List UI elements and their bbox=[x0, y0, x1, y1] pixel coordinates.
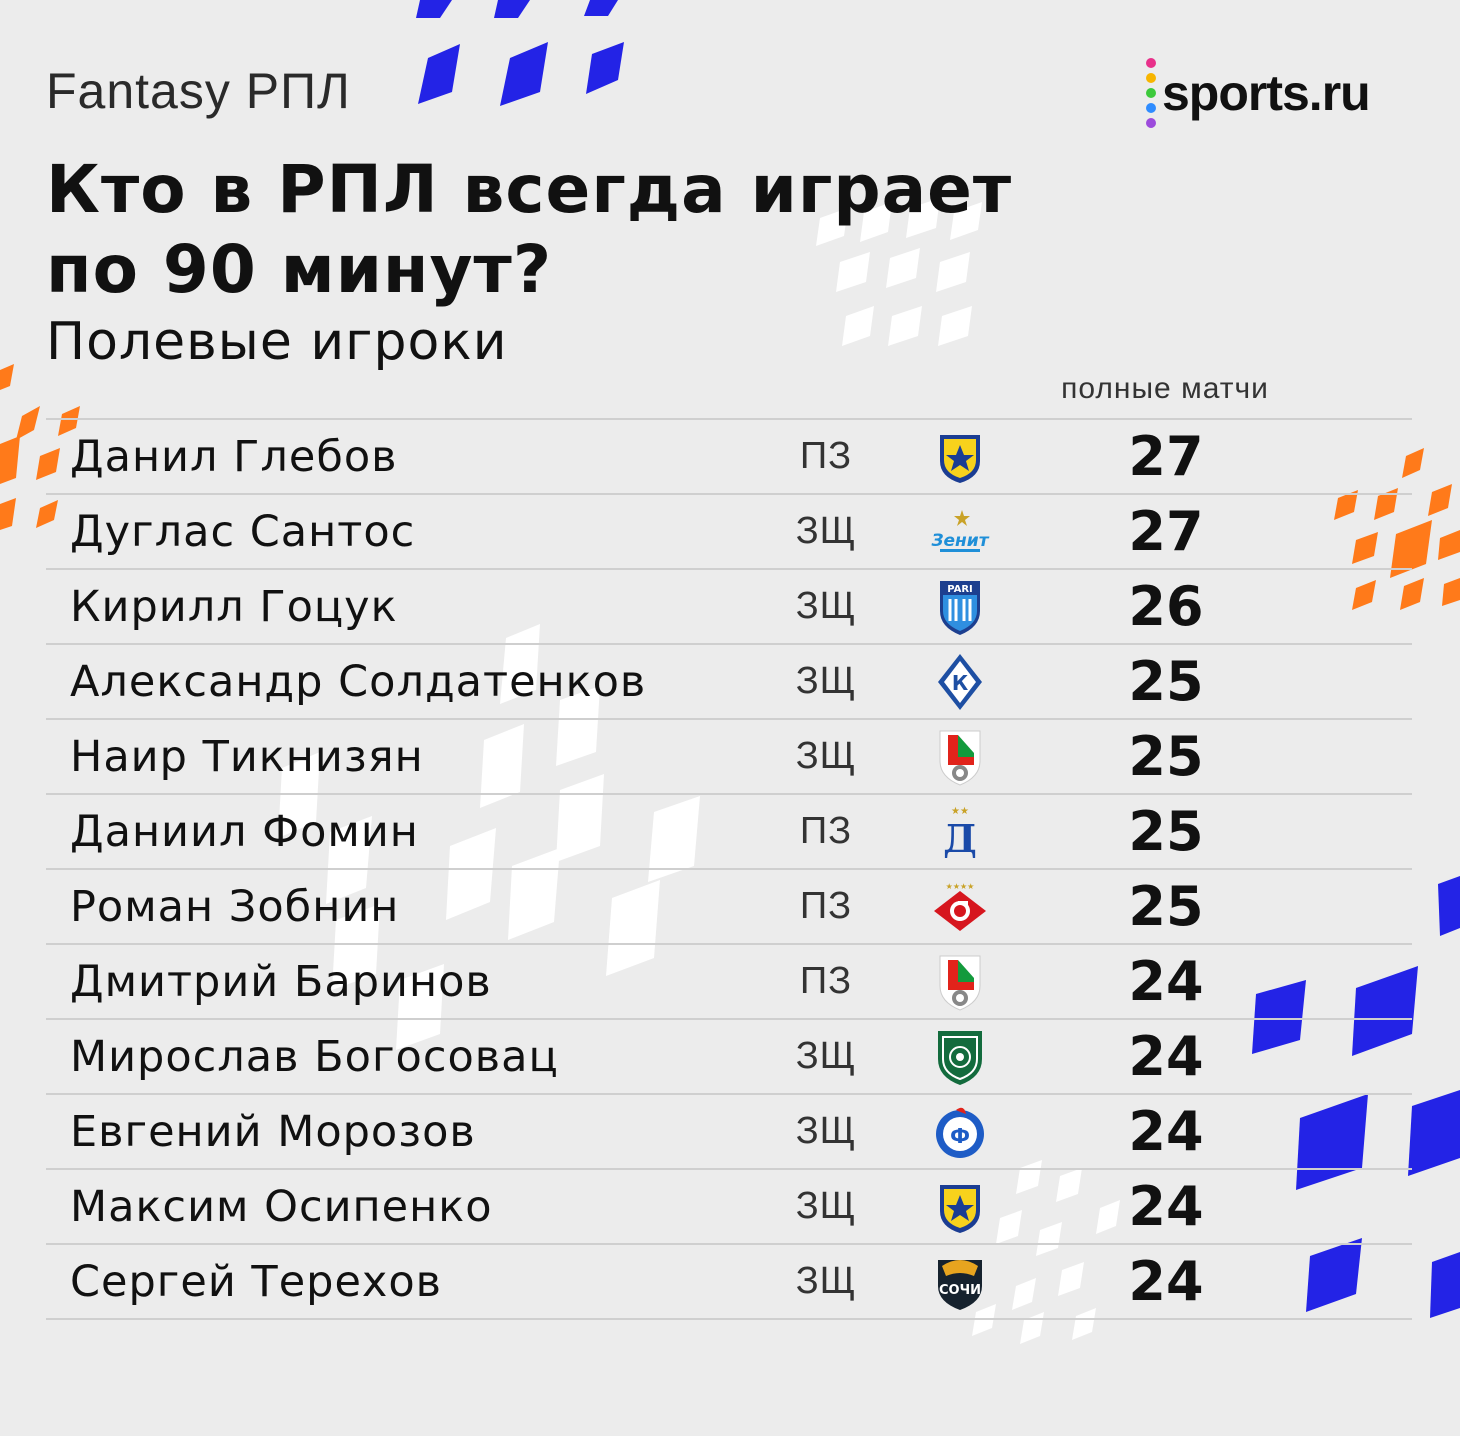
full-matches-value: 25 bbox=[1128, 650, 1204, 713]
logo-text: sports.ru bbox=[1162, 65, 1371, 121]
player-position: ЗЩ bbox=[795, 1110, 857, 1152]
player-name: Евгений Морозов bbox=[70, 1106, 476, 1157]
svg-text:Ф: Ф bbox=[950, 1124, 970, 1148]
player-name: Наир Тикнизян bbox=[70, 731, 424, 782]
page-title: Кто в РПЛ всегда играет по 90 минут? bbox=[46, 150, 1012, 310]
player-position: ПЗ bbox=[799, 960, 853, 1002]
table-row: Данил Глебов ПЗ 27 bbox=[46, 418, 1412, 493]
sports-ru-logo[interactable]: sports.ru bbox=[1146, 58, 1371, 128]
table-row: Максим Осипенко ЗЩ 24 bbox=[46, 1168, 1412, 1243]
full-matches-value: 24 bbox=[1128, 1100, 1204, 1163]
full-matches-value: 26 bbox=[1128, 575, 1204, 638]
player-position: ПЗ bbox=[799, 885, 853, 927]
player-position: ЗЩ bbox=[795, 585, 857, 627]
rostov-crest-icon bbox=[926, 427, 994, 487]
table-row: Кирилл Гоцук ЗЩ PARI 26 bbox=[46, 568, 1412, 643]
svg-text:Д: Д bbox=[943, 816, 977, 861]
page-subtitle: Полевые игроки bbox=[46, 312, 508, 372]
spartak-crest-icon: ★★★★ bbox=[926, 877, 994, 937]
column-header-full-matches: полные матчи bbox=[1061, 372, 1269, 405]
player-name: Дуглас Сантос bbox=[70, 506, 416, 557]
player-position: ЗЩ bbox=[795, 510, 857, 552]
full-matches-value: 24 bbox=[1128, 1250, 1204, 1313]
rostov-crest-icon bbox=[926, 1177, 994, 1237]
svg-text:PARI: PARI bbox=[947, 584, 973, 595]
player-position: ЗЩ bbox=[795, 1260, 857, 1302]
table-row: Роман Зобнин ПЗ ★★★★ 25 bbox=[46, 868, 1412, 943]
lokomotiv-crest-icon bbox=[926, 727, 994, 787]
akhmat-crest-icon bbox=[926, 1027, 994, 1087]
player-name: Даниил Фомин bbox=[70, 806, 419, 857]
title-line-1: Кто в РПЛ всегда играет bbox=[46, 151, 1013, 228]
player-position: ЗЩ bbox=[795, 735, 857, 777]
table-row: Дуглас Сантос ЗЩ Зенит 27 bbox=[46, 493, 1412, 568]
svg-text:★★★★: ★★★★ bbox=[946, 882, 975, 891]
player-name: Мирослав Богосовац bbox=[70, 1031, 559, 1082]
table-row: Наир Тикнизян ЗЩ 25 bbox=[46, 718, 1412, 793]
player-name: Максим Осипенко bbox=[70, 1181, 493, 1232]
svg-text:★★: ★★ bbox=[951, 806, 969, 817]
player-position: ЗЩ bbox=[795, 1035, 857, 1077]
table-row: Мирослав Богосовац ЗЩ 24 bbox=[46, 1018, 1412, 1093]
fakel-crest-icon: Ф bbox=[926, 1102, 994, 1162]
dynamo-crest-icon: ★★ Д bbox=[926, 802, 994, 862]
full-matches-value: 25 bbox=[1128, 800, 1204, 863]
lokomotiv-crest-icon bbox=[926, 952, 994, 1012]
player-position: ЗЩ bbox=[795, 1185, 857, 1227]
full-matches-value: 25 bbox=[1128, 875, 1204, 938]
table-row: Даниил Фомин ПЗ ★★ Д 25 bbox=[46, 793, 1412, 868]
full-matches-value: 27 bbox=[1128, 425, 1204, 488]
player-position: ПЗ bbox=[799, 435, 853, 477]
svg-text:К: К bbox=[952, 671, 969, 695]
player-position: ЗЩ bbox=[795, 660, 857, 702]
table-row: Дмитрий Баринов ПЗ 24 bbox=[46, 943, 1412, 1018]
full-matches-value: 27 bbox=[1128, 500, 1204, 563]
player-name: Александр Солдатенков bbox=[70, 656, 647, 707]
brand-label: Fantasy РПЛ bbox=[46, 63, 351, 119]
full-matches-value: 24 bbox=[1128, 1175, 1204, 1238]
table-row: Александр Солдатенков ЗЩ К 25 bbox=[46, 643, 1412, 718]
table-row: Евгений Морозов ЗЩ Ф 24 bbox=[46, 1093, 1412, 1168]
player-name: Данил Глебов bbox=[70, 431, 398, 482]
pari-nn-crest-icon: PARI bbox=[926, 577, 994, 637]
players-table: Данил Глебов ПЗ 27 Дуглас Сантос ЗЩ Зенит 27 Ки… bbox=[46, 418, 1412, 1320]
player-name: Сергей Терехов bbox=[70, 1256, 443, 1307]
player-name: Роман Зобнин bbox=[70, 881, 400, 932]
svg-text:Зенит: Зенит bbox=[930, 531, 989, 551]
title-line-2: по 90 минут? bbox=[46, 231, 553, 308]
player-position: ПЗ bbox=[799, 810, 853, 852]
player-name: Дмитрий Баринов bbox=[70, 956, 492, 1007]
krylia-sovetov-crest-icon: К bbox=[926, 652, 994, 712]
full-matches-value: 25 bbox=[1128, 725, 1204, 788]
full-matches-value: 24 bbox=[1128, 1025, 1204, 1088]
zenit-crest-icon: Зенит bbox=[926, 502, 994, 562]
full-matches-value: 24 bbox=[1128, 950, 1204, 1013]
sochi-crest-icon: СОЧИ bbox=[926, 1252, 994, 1312]
svg-text:СОЧИ: СОЧИ bbox=[939, 1283, 981, 1298]
table-row: Сергей Терехов ЗЩ СОЧИ 24 bbox=[46, 1243, 1412, 1320]
player-name: Кирилл Гоцук bbox=[70, 581, 398, 632]
logo-dots-icon bbox=[1146, 58, 1156, 128]
